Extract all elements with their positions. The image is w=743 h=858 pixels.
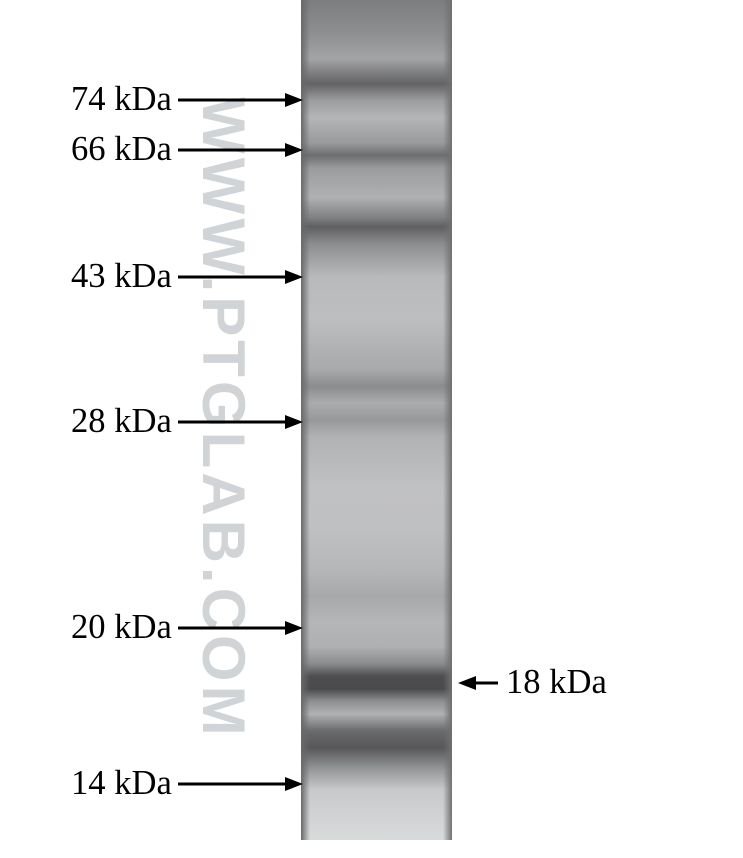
marker-label: 18 kDa xyxy=(506,663,607,702)
arrow-right-icon xyxy=(178,270,303,284)
marker-66kda: 66 kDa xyxy=(71,130,303,169)
arrow-right-icon xyxy=(178,415,303,429)
gel-lane xyxy=(301,0,452,840)
arrow-right-icon xyxy=(178,777,303,791)
marker-label: 74 kDa xyxy=(71,80,172,119)
marker-18kda-right: 18 kDa xyxy=(458,663,607,702)
marker-label: 20 kDa xyxy=(71,608,172,647)
marker-14kda: 14 kDa xyxy=(71,764,303,803)
gel-background xyxy=(301,0,452,840)
marker-label: 28 kDa xyxy=(71,402,172,441)
gel-edge-right xyxy=(443,0,452,840)
marker-label: 66 kDa xyxy=(71,130,172,169)
arrow-right-icon xyxy=(178,93,303,107)
marker-20kda: 20 kDa xyxy=(71,608,303,647)
arrow-left-icon xyxy=(458,676,498,690)
marker-43kda: 43 kDa xyxy=(71,257,303,296)
marker-label: 43 kDa xyxy=(71,257,172,296)
marker-label: 14 kDa xyxy=(71,764,172,803)
arrow-right-icon xyxy=(178,621,303,635)
marker-74kda: 74 kDa xyxy=(71,80,303,119)
marker-28kda: 28 kDa xyxy=(71,402,303,441)
arrow-right-icon xyxy=(178,143,303,157)
